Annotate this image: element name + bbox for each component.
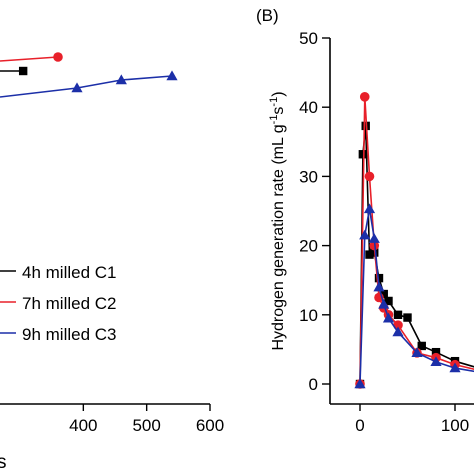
panel-b-data-point xyxy=(359,229,371,240)
panel-b-data-point xyxy=(411,347,423,358)
panel-b-data-point xyxy=(368,233,380,243)
panel-b-y-tick-label: 20 xyxy=(299,237,318,256)
legend-label-c2: 7h milled C2 xyxy=(22,294,117,313)
legend-entry-c2: 7h milled C2 xyxy=(0,294,117,313)
panel-a-series-1 xyxy=(0,66,28,76)
panel-b-data-point xyxy=(374,273,384,283)
panel-b-y-tick-label: 40 xyxy=(299,98,318,117)
panel-b-x-tick-label: 100 xyxy=(441,416,469,435)
panel-b-data-point xyxy=(365,250,374,259)
panel-a-data-point xyxy=(53,52,63,62)
panel-a-data-point xyxy=(115,74,127,85)
panel-a-data-point xyxy=(18,66,28,76)
panel-b-data-point xyxy=(354,378,366,389)
panel-a-x-tick-label: 400 xyxy=(69,416,97,435)
panel-a-data-point xyxy=(166,70,178,81)
panel-b-data-point xyxy=(363,203,376,214)
panel-b-data-point xyxy=(449,362,461,373)
panel-b-data-point xyxy=(364,171,375,182)
panel-b-data-point xyxy=(373,281,385,292)
panel-b-series-3 xyxy=(354,203,474,389)
panel-b-y-tick-label: 0 xyxy=(309,375,318,394)
panel-b-label: (B) xyxy=(256,6,279,25)
panel-b-y-tick-label: 30 xyxy=(299,167,318,186)
panel-b-data-point xyxy=(359,92,370,102)
panel-b-data-point xyxy=(378,298,390,309)
panel-b-data-point xyxy=(384,296,393,306)
panel-a: 400 500 600 s 4h milled C1 7h milled C2 9h… xyxy=(0,52,224,473)
legend-entry-c3: 9h milled C3 xyxy=(0,325,117,344)
panel-b-data-point xyxy=(358,150,368,159)
panel-b: (B) 0 10 20 30 40 50 0 100 Hydrogen generation… xyxy=(256,6,474,435)
panel-b-data-point xyxy=(382,312,395,323)
panel-a-series-line xyxy=(0,56,59,62)
panel-b-x-tick-label: 0 xyxy=(355,416,364,435)
legend-label-c1: 4h milled C1 xyxy=(22,263,117,282)
panel-a-series-3 xyxy=(0,70,178,98)
panel-b-y-tick-label: 50 xyxy=(299,29,318,48)
panel-a-series-line xyxy=(0,75,173,98)
panel-b-y-tick-label: 10 xyxy=(299,306,318,325)
panel-b-data-point xyxy=(393,310,403,319)
panel-b-data-point xyxy=(379,289,388,299)
panel-b-data-point xyxy=(430,356,442,367)
panel-a-x-tick-label: 500 xyxy=(132,416,160,435)
panel-a-x-tick-label: 600 xyxy=(196,416,224,435)
panel-b-data-point xyxy=(392,326,404,337)
legend: 4h milled C1 7h milled C2 9h milled C3 xyxy=(0,263,117,344)
panel-a-x-axis-label: s xyxy=(0,452,7,473)
legend-entry-c1: 4h milled C1 xyxy=(0,263,117,282)
panel-b-data-point xyxy=(403,313,412,322)
panel-b-data-point xyxy=(431,347,441,357)
panel-b-y-axis-label: Hydrogen generation rate (mL g-1s-1) xyxy=(268,91,287,350)
panel-b-data-point xyxy=(417,341,426,351)
panel-a-data-point xyxy=(71,82,83,93)
legend-label-c3: 9h milled C3 xyxy=(22,325,117,344)
panel-b-data-point xyxy=(361,121,370,131)
panel-a-series-2 xyxy=(0,52,63,62)
panel-b-series-1 xyxy=(355,121,474,389)
